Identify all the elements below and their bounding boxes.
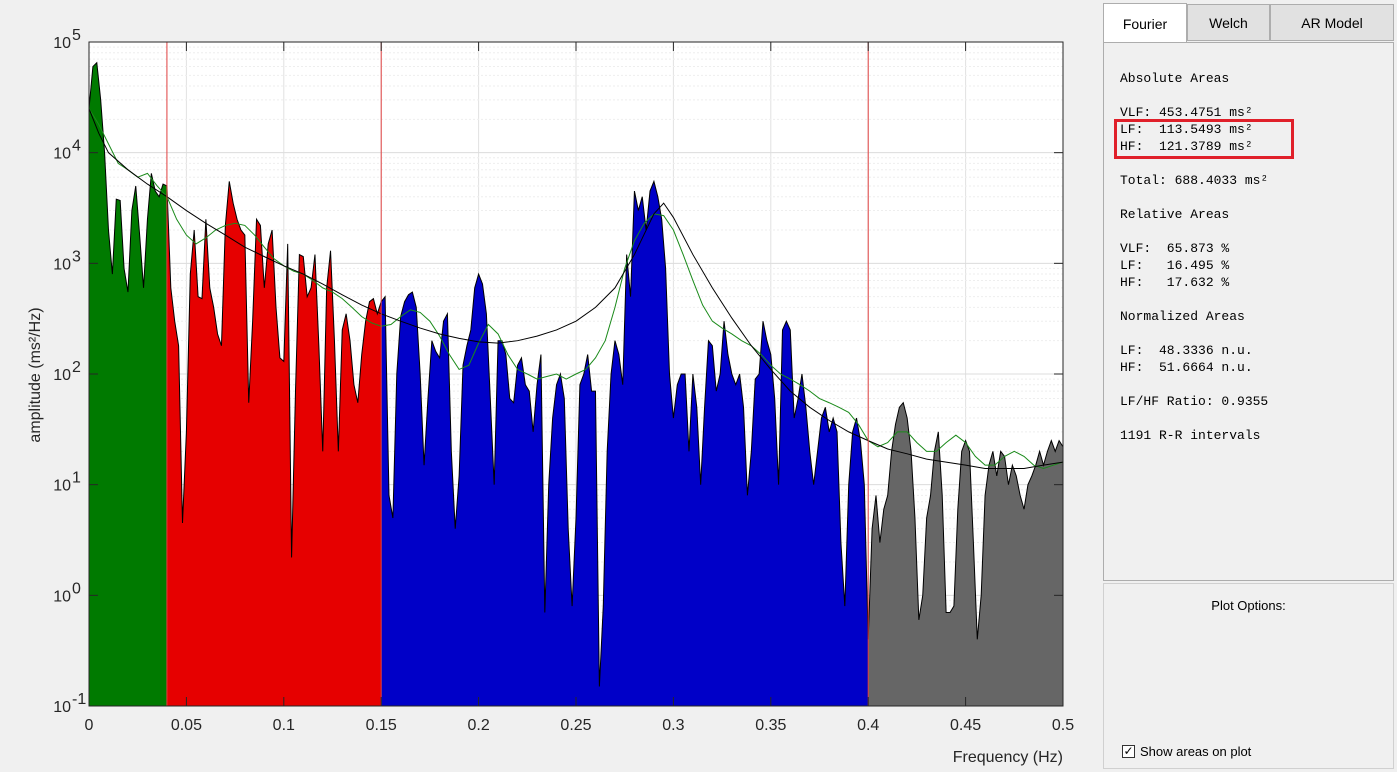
highlight-annotation xyxy=(1114,119,1294,159)
y-tick-exponent: 4 xyxy=(72,138,81,155)
right-panel: Fourier Welch AR Model Absolute Areas VL… xyxy=(1103,3,1395,769)
welch-estimate-line xyxy=(88,108,1064,470)
ar-estimate-line xyxy=(88,108,1064,469)
total-absolute: Total: 688.4033 ms² xyxy=(1120,173,1269,188)
x-axis-title: Frequency (Hz) xyxy=(953,749,1063,766)
y-tick-label: 10 xyxy=(53,367,71,384)
x-tick-label: 0.25 xyxy=(560,717,591,734)
checkmark-icon: ✓ xyxy=(1123,744,1134,758)
absolute-areas-heading: Absolute Areas xyxy=(1120,71,1230,86)
y-tick-exponent: 2 xyxy=(72,359,81,376)
lf-band-area xyxy=(166,181,382,706)
lf-hf-ratio: LF/HF Ratio: 0.9355 xyxy=(1120,394,1269,409)
x-tick-label: 0.15 xyxy=(366,717,397,734)
tab-welch[interactable]: Welch xyxy=(1187,4,1270,41)
x-tick-label: 0.05 xyxy=(171,717,202,734)
y-tick-label: 10 xyxy=(53,256,71,273)
lf-absolute: LF: 113.5493 ms² xyxy=(1120,122,1253,137)
plot-options-title: Plot Options: xyxy=(1211,598,1286,613)
hf-relative: HF: 17.632 % xyxy=(1120,275,1230,290)
x-tick-label: 0.35 xyxy=(755,717,786,734)
vlf-relative: VLF: 65.873 % xyxy=(1120,241,1230,256)
plot-options-panel: Plot Options: ✓ Show areas on plot xyxy=(1103,583,1394,769)
hf-band-area xyxy=(381,181,869,706)
lf-relative: LF: 16.495 % xyxy=(1120,258,1230,273)
x-tick-label: 0.5 xyxy=(1052,717,1074,734)
psd-chart: 0 0.05 0.1 0.15 0.2 0.25 0.3 0.35 0.4 0.45 0.510 -1… xyxy=(27,27,1074,766)
x-tick-label: 0.45 xyxy=(950,717,981,734)
psd-outline xyxy=(88,61,1064,687)
show-areas-option[interactable]: ✓ Show areas on plot xyxy=(1122,744,1251,759)
x-tick-label: 0.1 xyxy=(273,717,295,734)
show-areas-label: Show areas on plot xyxy=(1140,744,1252,759)
y-axis-title: amplitude (ms²/Hz) xyxy=(27,307,44,442)
hf-normalized: HF: 51.6664 n.u. xyxy=(1120,360,1253,375)
normalized-areas-heading: Normalized Areas xyxy=(1120,309,1245,324)
y-tick-exponent: -1 xyxy=(72,691,86,708)
x-tick-label: 0.3 xyxy=(662,717,684,734)
band-areas xyxy=(88,61,1064,706)
y-tick-exponent: 0 xyxy=(72,580,81,597)
psd-plot: 0 0.05 0.1 0.15 0.2 0.25 0.3 0.35 0.4 0.45 0.5 10 -1… xyxy=(27,27,1074,766)
y-tick-label: 10 xyxy=(53,699,71,716)
y-tick-label: 10 xyxy=(53,35,71,52)
trend-lines xyxy=(88,108,1064,470)
relative-areas-heading: Relative Areas xyxy=(1120,207,1230,222)
y-tick-exponent: 5 xyxy=(72,27,81,44)
band-boundaries xyxy=(166,42,869,706)
vlf-absolute: VLF: 453.4751 ms² xyxy=(1120,105,1253,120)
tab-ar-model[interactable]: AR Model xyxy=(1270,4,1394,41)
tick-labels: 0 0.05 0.1 0.15 0.2 0.25 0.3 0.35 0.4 0.45 0.510 -1… xyxy=(53,27,1074,734)
y-tick-label: 10 xyxy=(53,146,71,163)
lf-normalized: LF: 48.3336 n.u. xyxy=(1120,343,1253,358)
axes xyxy=(88,41,1064,707)
tab-bar: Fourier Welch AR Model xyxy=(1103,3,1395,43)
show-areas-checkbox[interactable]: ✓ xyxy=(1122,745,1135,758)
hf-absolute: HF: 121.3789 ms² xyxy=(1120,139,1253,154)
x-tick-label: 0 xyxy=(85,717,94,734)
residual-band-area xyxy=(868,402,1063,706)
rr-interval-count: 1191 R-R intervals xyxy=(1120,428,1261,443)
results-panel: Absolute Areas VLF: 453.4751 ms² LF: 113… xyxy=(1103,42,1394,581)
x-tick-label: 0.2 xyxy=(467,717,489,734)
y-tick-label: 10 xyxy=(53,478,71,495)
y-tick-exponent: 1 xyxy=(72,470,81,487)
tab-fourier[interactable]: Fourier xyxy=(1103,3,1187,43)
y-tick-exponent: 3 xyxy=(72,248,81,265)
x-tick-label: 0.4 xyxy=(857,717,879,734)
y-tick-label: 10 xyxy=(53,588,71,605)
